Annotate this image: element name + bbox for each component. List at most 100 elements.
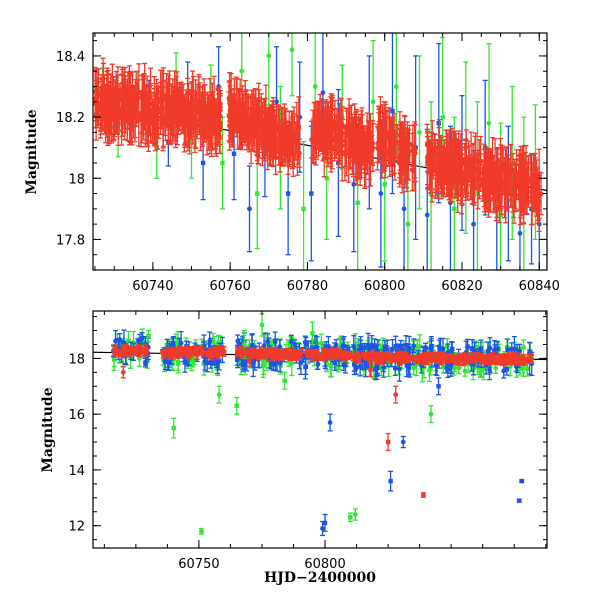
data-point-green [282, 371, 288, 390]
data-point-red [112, 98, 118, 133]
data-point-blue [358, 335, 364, 357]
data-point-red [266, 110, 272, 153]
data-point-red [519, 357, 525, 364]
data-point-red [314, 350, 320, 361]
data-point-red [165, 107, 171, 142]
data-point-red [123, 81, 129, 123]
data-point-red [256, 110, 262, 145]
data-point-red [145, 100, 151, 134]
data-point-red [207, 351, 213, 360]
data-point-blue [327, 413, 333, 432]
data-point-red [508, 164, 514, 209]
data-point-red [215, 88, 221, 130]
data-point-red [282, 107, 288, 166]
data-point-red [455, 153, 461, 214]
data-point-red [440, 151, 446, 191]
data-point-blue [240, 360, 246, 370]
data-point-red [387, 352, 393, 359]
data-point-red [429, 148, 435, 203]
data-point-red [181, 348, 187, 354]
data-point-red [334, 120, 340, 156]
data-point-red [401, 138, 407, 180]
data-point-red [187, 350, 193, 357]
data-point-red [183, 102, 189, 144]
data-point-red [133, 345, 139, 353]
data-point-blue [519, 478, 525, 484]
data-point-red [389, 120, 395, 173]
data-point-green [289, 33, 295, 97]
data-point-red [412, 124, 418, 183]
data-point-red [499, 162, 505, 215]
data-point-blue [436, 377, 442, 396]
data-point-blue [388, 470, 394, 492]
data-point-red [123, 349, 129, 357]
data-point-red [310, 109, 316, 164]
y-tick-label: 18.2 [56, 111, 85, 126]
data-point-red [404, 138, 410, 175]
data-point-red [251, 347, 257, 358]
data-point-green [352, 508, 358, 521]
data-point-red [130, 85, 136, 129]
data-point-red [376, 112, 382, 164]
bottom-panel-axes: 60750 60800 12 14 16 18 [68, 311, 547, 572]
top-panel-frame [92, 32, 548, 271]
data-point-red [480, 167, 486, 202]
data-point-red [476, 159, 482, 189]
top-panel-axes: 60740 60760 60780 60800 60820 60840 17.8 18 18.2… [56, 33, 560, 294]
data-point-red [456, 356, 462, 364]
data-point-red [393, 385, 399, 404]
data-point-red [177, 98, 183, 132]
x-tick-label: 60760 [209, 279, 250, 294]
data-point-red [120, 366, 126, 379]
data-point-red [500, 147, 506, 185]
data-point-red [353, 109, 359, 154]
data-point-green [428, 405, 434, 424]
x-tick-label: 60800 [364, 279, 405, 294]
data-point-red [525, 354, 531, 364]
top-panel-marks [93, 33, 547, 270]
data-point-red [120, 66, 126, 121]
data-point-red [109, 94, 115, 144]
data-point-red [251, 113, 257, 147]
data-point-red [217, 95, 223, 137]
y-tick-label: 16 [68, 408, 85, 423]
bottom-panel: 60750 60800 12 14 16 18 Magnitude HJD−2400000 [40, 310, 548, 586]
data-point-red [267, 348, 273, 359]
data-point-red [534, 159, 540, 211]
data-point-green [347, 512, 353, 523]
data-point-red [338, 97, 344, 152]
data-point-red [257, 349, 263, 358]
data-point-red [291, 113, 297, 168]
data-point-red [508, 355, 514, 362]
data-point-red [305, 348, 311, 358]
data-point-red [168, 99, 174, 146]
data-point-red [385, 433, 391, 452]
x-tick-label: 60820 [441, 279, 482, 294]
data-point-red [315, 116, 321, 149]
data-point-red [128, 346, 134, 356]
data-point-red [200, 96, 206, 137]
data-point-red [94, 79, 100, 114]
bottom-panel-frame [92, 310, 548, 549]
data-point-red [173, 95, 179, 149]
data-point-red [524, 167, 530, 199]
data-point-red [165, 349, 171, 356]
data-point-green [145, 329, 151, 343]
data-point-red [365, 146, 371, 176]
data-point-red [513, 352, 519, 362]
data-point-red [425, 130, 431, 186]
data-point-green [309, 321, 315, 346]
data-point-green [234, 396, 240, 415]
data-point-blue [400, 435, 406, 449]
data-point-red [329, 109, 335, 170]
data-point-red [497, 357, 503, 366]
data-point-red [502, 356, 508, 367]
data-point-red [271, 103, 277, 143]
data-point-red [294, 101, 300, 155]
y-tick-label: 12 [68, 520, 85, 535]
data-point-red [170, 90, 176, 144]
data-point-red [261, 98, 267, 153]
data-point-red [220, 345, 226, 356]
data-point-green [462, 365, 468, 377]
data-point-red [285, 347, 291, 358]
